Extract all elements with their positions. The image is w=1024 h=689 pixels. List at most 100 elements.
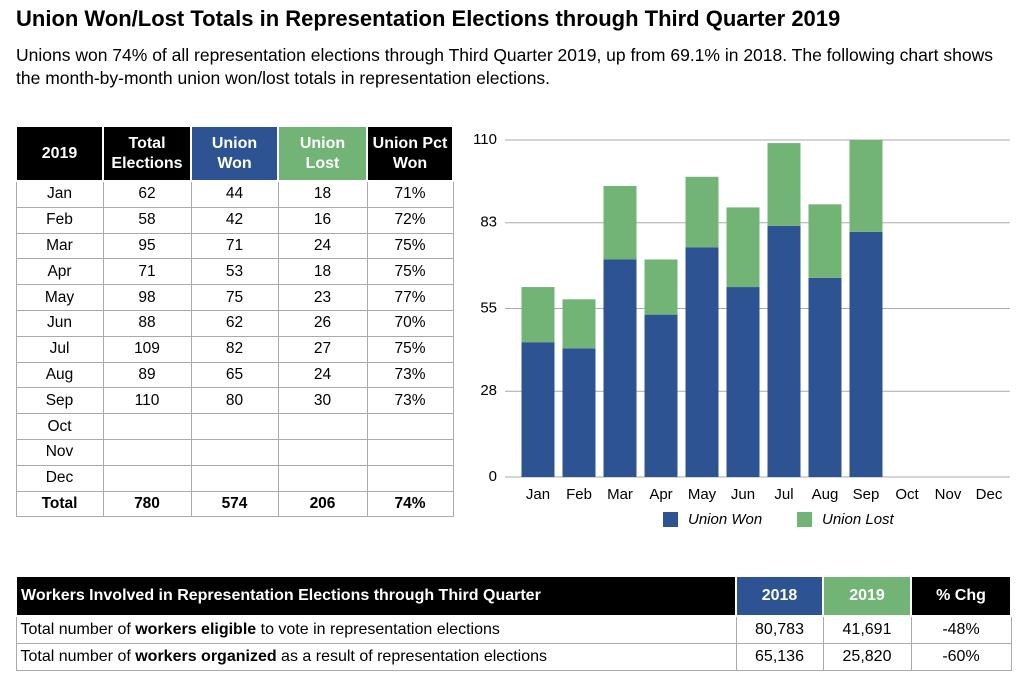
bar-segment — [767, 143, 801, 226]
cell: 24 — [277, 361, 368, 389]
cell: 71 — [102, 258, 192, 286]
cell: 30 — [277, 387, 368, 415]
x-tick-label: Aug — [812, 486, 839, 503]
cell: Oct — [15, 413, 104, 440]
cell: 18 — [277, 258, 368, 286]
elections-table: 2019 Total Elections Union Won Union Lost Un… — [15, 125, 454, 518]
cell — [277, 413, 368, 440]
x-tick-label: Dec — [976, 486, 1003, 503]
cell — [190, 413, 279, 440]
cell: 72% — [366, 206, 454, 234]
x-tick-label: Jul — [774, 486, 793, 503]
y-tick-label: 55 — [480, 299, 497, 316]
cell: Nov — [15, 438, 104, 466]
column-header: Union Lost — [277, 125, 368, 182]
row: Total number of workers organized as a r… — [15, 643, 1012, 671]
header-row: Workers Involved in Representation Elect… — [15, 575, 1012, 617]
bar-segment — [644, 259, 678, 315]
column-header: 2019 — [15, 125, 104, 182]
cell: 98 — [102, 284, 192, 311]
cell — [190, 464, 279, 492]
cell: 73% — [366, 387, 454, 415]
cell: Jun — [15, 309, 104, 337]
bar-segment — [767, 225, 801, 477]
x-tick-label: Mar — [607, 486, 633, 503]
cell: 42 — [190, 206, 279, 234]
row: Nov — [15, 438, 454, 466]
cell: 65 — [190, 361, 279, 389]
cell: 18 — [277, 180, 368, 208]
y-tick-label: 0 — [489, 468, 497, 485]
bar-segment — [562, 348, 596, 477]
cell: 65,136 — [735, 643, 824, 671]
cell: 75% — [366, 258, 454, 286]
cell: Jan — [15, 180, 104, 208]
cell — [366, 438, 454, 466]
column-header: 2018 — [735, 575, 824, 617]
cell: 71 — [190, 232, 279, 260]
cell: Apr — [15, 258, 104, 286]
cell: -60% — [910, 643, 1012, 671]
cell: May — [15, 284, 104, 311]
cell: 62 — [190, 309, 279, 337]
row: Oct — [15, 413, 454, 440]
cell: 25,820 — [822, 643, 912, 671]
row: Jan 62 44 18 71% — [15, 180, 454, 208]
bar-segment — [685, 176, 719, 248]
bar-segment — [726, 287, 760, 477]
total-row: Total 780 574 206 74% — [15, 490, 454, 518]
cell: 89 — [102, 361, 192, 389]
cell — [366, 413, 454, 440]
row-label: Total number of workers organized as a r… — [15, 643, 737, 671]
cell: 26 — [277, 309, 368, 337]
workers-table: Workers Involved in Representation Elect… — [15, 575, 1012, 671]
cell: 95 — [102, 232, 192, 260]
cell: Mar — [15, 232, 104, 260]
label-part: to vote in representation elections — [256, 621, 500, 638]
cell: 74% — [366, 490, 454, 518]
cell — [102, 438, 192, 466]
cell: 80 — [190, 387, 279, 415]
cell: 70% — [366, 309, 454, 337]
row-label: Total number of workers eligible to vote… — [15, 615, 737, 644]
subtitle: Unions won 74% of all representation ele… — [16, 45, 994, 88]
y-tick-label: 28 — [480, 382, 497, 399]
cell: Dec — [15, 464, 104, 492]
x-tick-label: Nov — [935, 486, 962, 503]
label-part: Total number of — [20, 621, 136, 638]
cell: Aug — [15, 361, 104, 389]
bar-segment — [808, 277, 842, 477]
cell — [366, 464, 454, 492]
legend-label: Union Won — [688, 511, 762, 528]
column-header: Total Elections — [102, 125, 192, 182]
cell: 24 — [277, 232, 368, 260]
label-part: Total number of — [20, 648, 136, 665]
row: Dec — [15, 464, 454, 492]
title: Union Won/Lost Totals in Representation … — [16, 6, 841, 31]
cell: 109 — [102, 335, 192, 363]
cell — [102, 464, 192, 492]
cell: 16 — [277, 206, 368, 234]
bar-segment — [603, 259, 637, 477]
bar-segment — [521, 342, 555, 477]
header-row: 2019 Total Elections Union Won Union Lost Un… — [15, 125, 454, 182]
bar-segment — [521, 287, 555, 343]
cell: 88 — [102, 309, 192, 337]
y-tick-label: 110 — [473, 131, 497, 148]
cell: 71% — [366, 180, 454, 208]
cell: Feb — [15, 206, 104, 234]
cell: 574 — [190, 490, 279, 518]
x-tick-label: Jan — [526, 486, 550, 503]
column-header: Workers Involved in Representation Elect… — [15, 575, 737, 617]
cell — [102, 413, 192, 440]
cell — [277, 464, 368, 492]
cell: 110 — [102, 387, 192, 415]
x-tick-label: Oct — [895, 486, 919, 503]
bar-segment — [562, 299, 596, 349]
legend-label: Union Lost — [822, 511, 895, 528]
cell: Jul — [15, 335, 104, 363]
cell — [277, 438, 368, 466]
column-header: 2019 — [822, 575, 912, 617]
